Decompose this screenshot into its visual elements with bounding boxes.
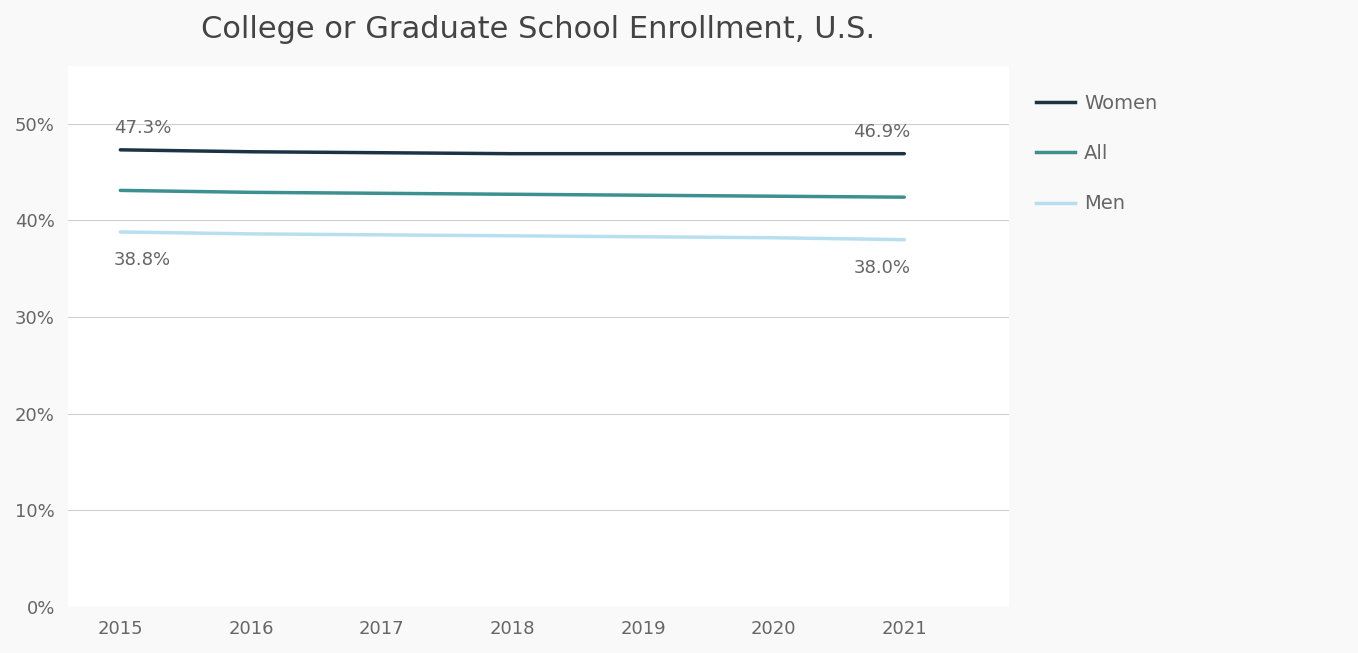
All <box>766 192 782 200</box>
All <box>373 189 390 197</box>
All <box>896 193 913 201</box>
Women <box>634 150 650 157</box>
Women <box>243 148 259 155</box>
Text: 47.3%: 47.3% <box>114 119 171 137</box>
Men <box>634 233 650 241</box>
Line: Women: Women <box>121 150 904 153</box>
All <box>243 189 259 197</box>
Text: 38.0%: 38.0% <box>854 259 911 277</box>
Title: College or Graduate School Enrollment, U.S.: College or Graduate School Enrollment, U… <box>201 15 876 44</box>
Legend: Women, All, Men: Women, All, Men <box>1028 86 1165 221</box>
Text: 38.8%: 38.8% <box>114 251 171 269</box>
Women <box>504 150 520 157</box>
Men <box>766 234 782 242</box>
Women <box>766 150 782 157</box>
All <box>634 191 650 199</box>
Men <box>243 230 259 238</box>
Women <box>113 146 129 153</box>
All <box>504 191 520 199</box>
Line: Men: Men <box>121 232 904 240</box>
All <box>113 187 129 195</box>
Women <box>896 150 913 157</box>
Line: All: All <box>121 191 904 197</box>
Men <box>113 228 129 236</box>
Text: 46.9%: 46.9% <box>854 123 911 141</box>
Women <box>373 149 390 157</box>
Men <box>504 232 520 240</box>
Men <box>373 231 390 239</box>
Men <box>896 236 913 244</box>
